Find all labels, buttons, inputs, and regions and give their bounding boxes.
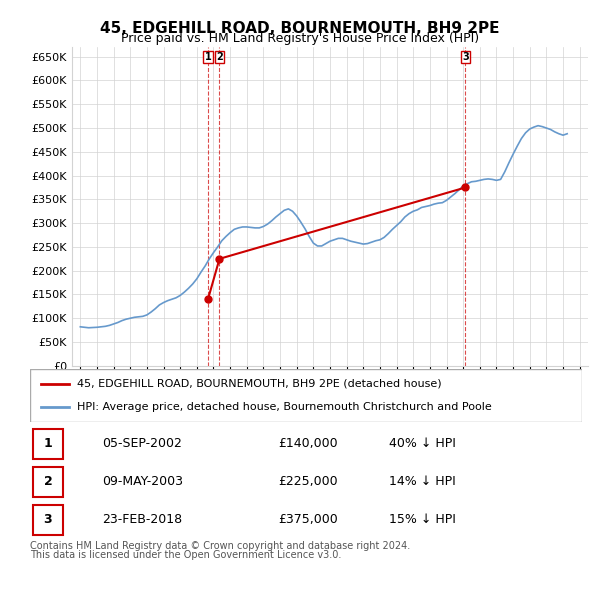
Text: HPI: Average price, detached house, Bournemouth Christchurch and Poole: HPI: Average price, detached house, Bour… [77,402,491,412]
Text: 45, EDGEHILL ROAD, BOURNEMOUTH, BH9 2PE (detached house): 45, EDGEHILL ROAD, BOURNEMOUTH, BH9 2PE … [77,379,442,389]
Text: 45, EDGEHILL ROAD, BOURNEMOUTH, BH9 2PE: 45, EDGEHILL ROAD, BOURNEMOUTH, BH9 2PE [100,21,500,35]
Text: Contains HM Land Registry data © Crown copyright and database right 2024.: Contains HM Land Registry data © Crown c… [30,540,410,550]
Text: 1: 1 [205,52,211,62]
Text: 1: 1 [44,437,52,450]
Text: 14% ↓ HPI: 14% ↓ HPI [389,476,455,489]
Text: 3: 3 [462,52,469,62]
Text: 05-SEP-2002: 05-SEP-2002 [102,437,182,450]
Text: This data is licensed under the Open Government Licence v3.0.: This data is licensed under the Open Gov… [30,549,341,559]
Text: 2: 2 [216,52,223,62]
Text: 09-MAY-2003: 09-MAY-2003 [102,476,183,489]
Text: 23-FEB-2018: 23-FEB-2018 [102,513,182,526]
Text: Price paid vs. HM Land Registry's House Price Index (HPI): Price paid vs. HM Land Registry's House … [121,32,479,45]
Text: £140,000: £140,000 [278,437,338,450]
Text: £375,000: £375,000 [278,513,338,526]
FancyBboxPatch shape [33,505,63,535]
FancyBboxPatch shape [33,467,63,497]
Text: 15% ↓ HPI: 15% ↓ HPI [389,513,455,526]
FancyBboxPatch shape [30,369,582,422]
FancyBboxPatch shape [33,429,63,459]
Text: 40% ↓ HPI: 40% ↓ HPI [389,437,455,450]
Text: £225,000: £225,000 [278,476,338,489]
Text: 2: 2 [44,476,52,489]
Text: 3: 3 [44,513,52,526]
